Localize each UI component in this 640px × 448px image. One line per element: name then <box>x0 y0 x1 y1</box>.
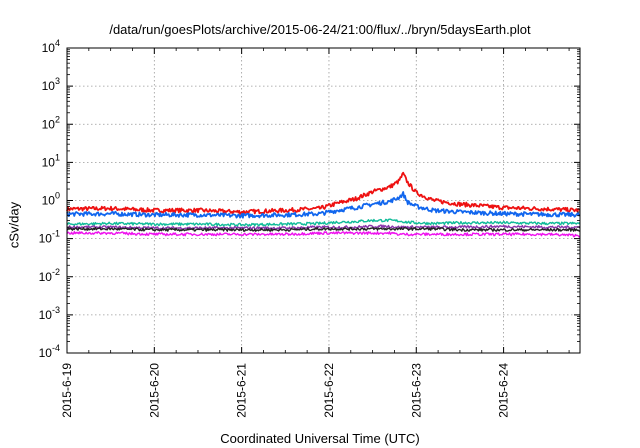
series-group <box>66 171 581 238</box>
x-tick-label: 2015-6-24 <box>497 363 511 418</box>
x-tick-label: 2015-6-19 <box>60 363 74 418</box>
grid <box>67 48 580 353</box>
series-line <box>66 230 581 238</box>
y-tick-label: 10-3 <box>39 305 60 322</box>
series-line <box>66 218 581 227</box>
y-tick-label: 103 <box>42 76 60 93</box>
chart-title: /data/run/goesPlots/archive/2015-06-24/2… <box>109 22 531 37</box>
x-axis-label: Coordinated Universal Time (UTC) <box>220 431 420 446</box>
x-tick-label: 2015-6-23 <box>409 363 423 418</box>
y-tick-label: 10-2 <box>39 267 60 284</box>
y-tick-label: 104 <box>42 38 60 55</box>
x-tick-label: 2015-6-21 <box>235 363 249 418</box>
series-line <box>66 171 581 215</box>
y-tick-label: 101 <box>42 152 60 169</box>
y-tick-label: 10-1 <box>39 229 60 246</box>
y-tick-label: 102 <box>42 114 60 131</box>
ticks: 10-4 10-3 10-2 10-1 100 101 102 103 104 2015-6-19… <box>39 38 580 418</box>
x-tick-label: 2015-6-20 <box>147 363 161 418</box>
y-tick-label: 100 <box>42 191 60 208</box>
series-line <box>66 191 581 219</box>
y-tick-label: 10-4 <box>39 343 60 360</box>
x-tick-label: 2015-6-22 <box>322 363 336 418</box>
series-line <box>66 226 581 232</box>
